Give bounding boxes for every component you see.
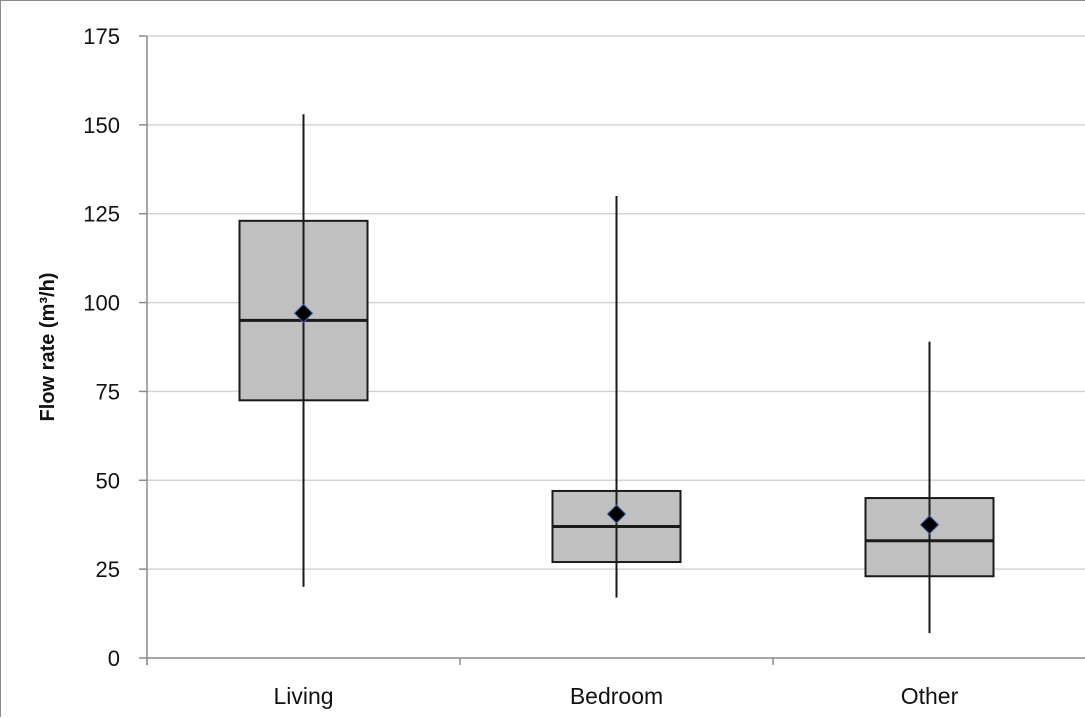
y-tick-label: 100 bbox=[83, 291, 120, 316]
x-category-label: Other bbox=[901, 683, 959, 709]
y-tick-label: 25 bbox=[96, 557, 120, 582]
y-tick-labels: 0 25 50 75 100 125 150 175 bbox=[83, 24, 120, 671]
box-living bbox=[238, 114, 369, 587]
x-category-label: Living bbox=[273, 683, 333, 709]
y-axis-title: Flow rate (m³/h) bbox=[37, 273, 59, 422]
mean-marker bbox=[606, 504, 627, 524]
mean-marker bbox=[293, 303, 314, 323]
x-category-label: Bedroom bbox=[570, 683, 663, 709]
y-tick-label: 125 bbox=[83, 202, 120, 227]
y-tick-label: 175 bbox=[83, 24, 120, 49]
box-other bbox=[864, 341, 995, 634]
x-category-labels: Living Bedroom Other bbox=[273, 683, 958, 709]
y-tick-label: 0 bbox=[108, 646, 120, 671]
y-tick-label: 50 bbox=[96, 468, 120, 493]
axes bbox=[139, 35, 1085, 665]
y-tick-label: 75 bbox=[96, 379, 120, 404]
box-series bbox=[238, 114, 995, 634]
mean-marker bbox=[919, 515, 940, 535]
y-tick-label: 150 bbox=[83, 113, 120, 138]
box-bedroom bbox=[551, 195, 682, 598]
